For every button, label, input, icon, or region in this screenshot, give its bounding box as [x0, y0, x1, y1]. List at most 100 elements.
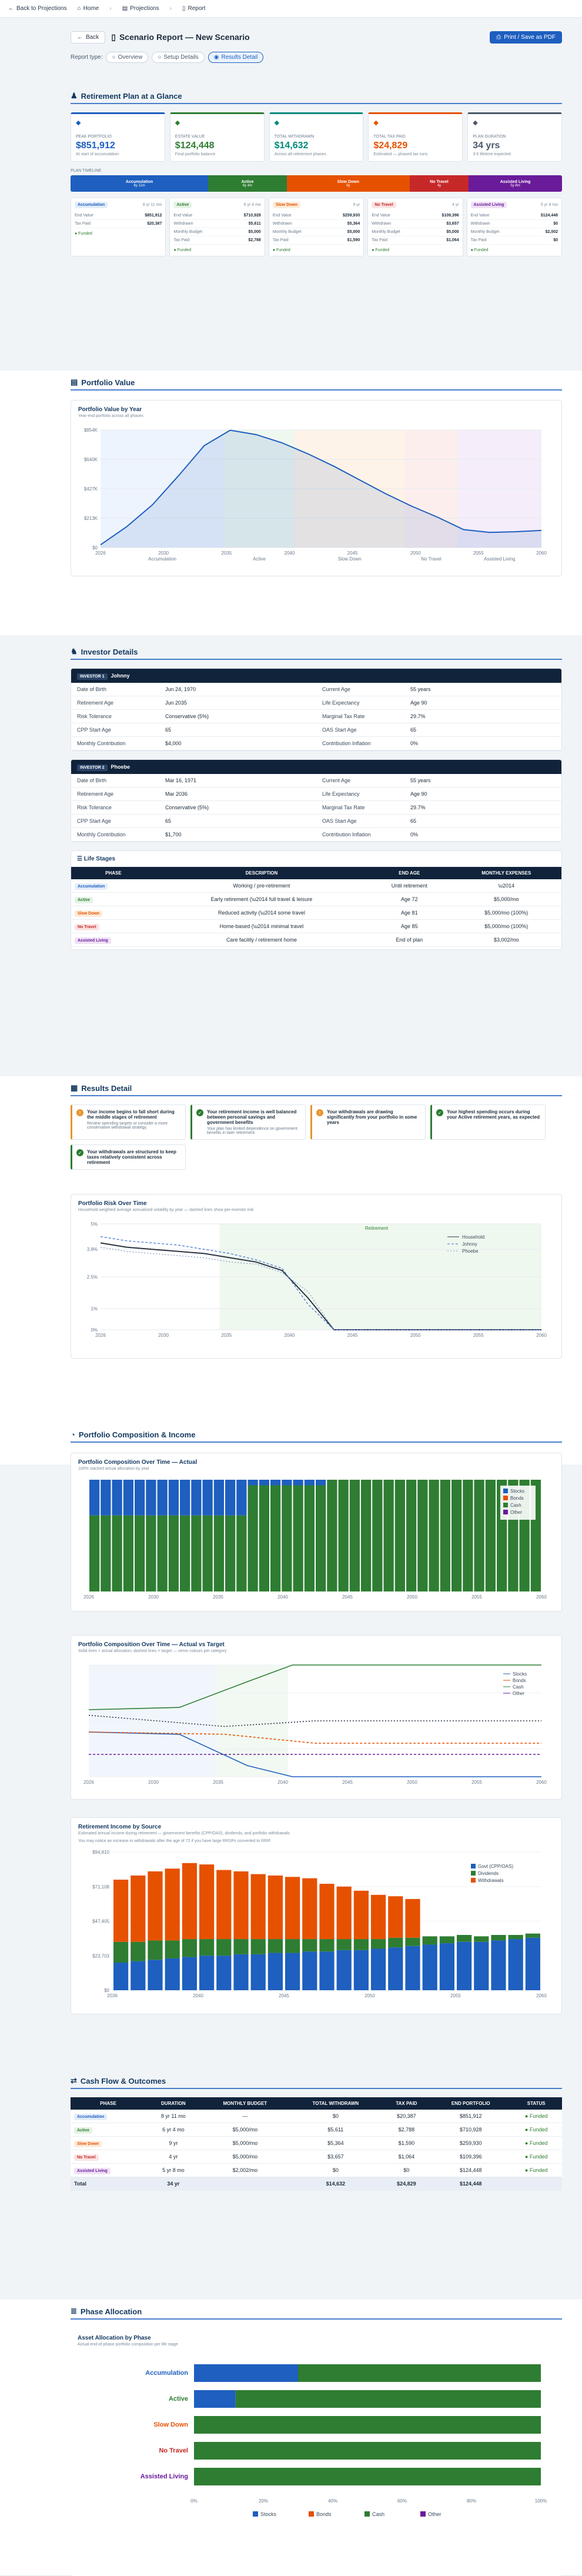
- report-type-results[interactable]: ◉ Results Detail: [208, 52, 264, 63]
- table-cell: $0: [289, 2163, 382, 2177]
- composition-actual-card: Portfolio Composition Over Time — Actual…: [71, 1453, 562, 1611]
- print-button[interactable]: ⎙ Print / Save as PDF: [490, 31, 562, 44]
- cash-bar: [338, 1480, 349, 1591]
- cash-bar: [316, 1485, 326, 1591]
- stocks-segment: [194, 2364, 298, 2382]
- x-tick: 2026: [83, 1780, 94, 1785]
- income-bar: [508, 1939, 523, 1990]
- x-tick: 2026: [83, 1594, 94, 1600]
- investor-detail: Life Expectancy Age 90: [316, 696, 561, 710]
- back-button[interactable]: ← Back: [71, 31, 106, 44]
- phase-stat-label: Monthly Budget: [272, 230, 302, 234]
- table-cell: $14,632: [289, 2177, 382, 2191]
- section-divider: [71, 659, 562, 660]
- income-bar: [388, 1947, 403, 1990]
- income-bar: [182, 1957, 197, 1990]
- cashflow-section: ⇄ Cash Flow & Outcomes PHASE DURATION MONTH…: [71, 2076, 562, 2191]
- table-cell: 34 yr: [146, 2177, 201, 2191]
- cash-bar: [451, 1480, 462, 1591]
- legend-swatch: [471, 1871, 476, 1876]
- table-cell: $2,788: [382, 2123, 432, 2137]
- income-bar: [439, 1936, 454, 1944]
- x-tick: 2045: [279, 1993, 289, 1998]
- report-type-selector: Report type: ○ Overview ○ Setup Details …: [71, 52, 562, 63]
- phase-stat-value: $1,590: [347, 238, 360, 242]
- investor-detail: Retirement Age Mar 2036: [71, 788, 316, 801]
- table-cell: $24,829: [382, 2177, 432, 2191]
- check-icon: ✓: [196, 1109, 203, 1116]
- cash-bar: [259, 1485, 269, 1591]
- report-page: ← Back ▯ Scenario Report — New Scenario ⎙ P…: [0, 18, 582, 2576]
- detail-value: Jun 24, 1970: [165, 686, 196, 692]
- income-bar: [182, 1939, 197, 1957]
- investor-index: INVESTOR 1: [77, 673, 108, 680]
- report-type-overview[interactable]: ○ Overview: [106, 52, 149, 63]
- report-type-setup[interactable]: ○ Setup Details: [152, 52, 205, 63]
- investor-cards: INVESTOR 1 Johnny Date of Birth Jun 24, 197…: [71, 668, 562, 842]
- table-cell: Early retirement (\u2014 full travel & l…: [155, 892, 368, 906]
- table-cell: Assisted Living: [71, 2163, 146, 2177]
- detail-label: Current Age: [322, 686, 351, 692]
- stocks-bar: [180, 1480, 190, 1516]
- x-tick: 2055: [471, 1594, 482, 1600]
- home-link[interactable]: ⌂ Home: [77, 5, 99, 12]
- kpi-label: TOTAL TAX PAID: [373, 135, 406, 139]
- kpi-label: PLAN DURATION: [473, 135, 506, 139]
- cash-segment: [194, 2468, 541, 2485]
- x-tick: 2036: [107, 1993, 118, 1998]
- table-cell: Home-based (\u2014 minimal travel: [155, 919, 368, 933]
- legend-label: Other: [513, 1691, 524, 1696]
- glance-section: ♟ Retirement Plan at a Glance ◆ PEAK PORTF…: [71, 91, 563, 256]
- table-row: Accumulation Working / pre-retirement Unti…: [71, 879, 561, 893]
- detail-label: OAS Start Age: [322, 818, 357, 824]
- back-to-projections-link[interactable]: ← Back to Projections: [8, 5, 67, 12]
- projections-link[interactable]: ▤ Projections: [122, 5, 159, 12]
- legend-label: Other: [428, 2511, 441, 2517]
- legend-label: Govt (CPP/OAS): [478, 1864, 513, 1869]
- funded-status: ● Funded: [75, 232, 92, 236]
- cash-bar: [440, 1480, 450, 1591]
- phase-pill: Assisted Living: [75, 937, 111, 944]
- phase-stat-value: $5,611: [248, 222, 261, 226]
- alert-title: Your withdrawals are structured to keep …: [87, 1149, 176, 1165]
- phase-stat-label: Withdrawn: [372, 222, 392, 226]
- stocks-bar: [236, 1480, 247, 1516]
- allocation-section-title: ≣ Phase Allocation: [71, 2307, 142, 2316]
- cash-bar: [417, 1480, 428, 1591]
- x-tick: 2040: [193, 1993, 203, 1998]
- kpi-card: ◆ PLAN DURATION 34 yrs 3-5 lifetime expecte…: [467, 112, 562, 162]
- column-header: TAX PAID: [382, 2097, 432, 2110]
- income-bar: [388, 1937, 403, 1948]
- phase-card: Slow Down 9 yr End Value $259,930 Withdrawn $…: [268, 198, 364, 256]
- cash-bar: [282, 1485, 292, 1591]
- phase-duration: 9 yr: [353, 203, 360, 207]
- x-tick: 2050: [407, 1780, 417, 1785]
- investor-header: INVESTOR 2 Phoebe: [71, 760, 561, 774]
- allocation-line: [88, 1664, 541, 1710]
- funded-status: ● Funded: [524, 2140, 548, 2146]
- income-bar: [319, 1884, 335, 1940]
- plan-timeline: Accumulation 8y 11m Active 6y 4m Slow Down 9y…: [71, 175, 562, 192]
- stocks-bar: [270, 1480, 281, 1486]
- table-cell: $3,002/mo: [451, 933, 561, 947]
- alert-title: Your highest spending occurs during your…: [447, 1109, 540, 1120]
- phase-duration: 8 yr 11 mo: [142, 203, 162, 207]
- phase-band-label: Active: [253, 556, 266, 562]
- column-header: MONTHLY EXPENSES: [451, 867, 561, 879]
- kpi-row: ◆ PEAK PORTFOLIO $851,912 At start of accum…: [71, 112, 562, 162]
- kpi-sub: Estimated — phased tax runs: [373, 152, 428, 156]
- income-bar: [285, 1953, 300, 1990]
- income-bar: [131, 1961, 146, 1990]
- table-cell: 4 yr: [146, 2150, 201, 2164]
- y-tick: 5%: [91, 1222, 98, 1227]
- composition-target-subtitle: Solid lines = actual allocation; dashed …: [78, 1649, 227, 1653]
- risk-chart-title: Portfolio Risk Over Time: [78, 1200, 147, 1207]
- cash-bar: [327, 1480, 337, 1591]
- kpi-value: $851,912: [76, 141, 115, 151]
- y-tick: $640K: [84, 457, 98, 462]
- x-tick: 2050: [410, 550, 421, 556]
- income-bar: [148, 1940, 163, 1960]
- phase-card: No Travel 4 yr End Value $109,396 Withdrawn $…: [367, 198, 463, 256]
- stocks-bar: [225, 1480, 236, 1516]
- kpi-sub: 3-5 lifetime expected: [473, 152, 511, 156]
